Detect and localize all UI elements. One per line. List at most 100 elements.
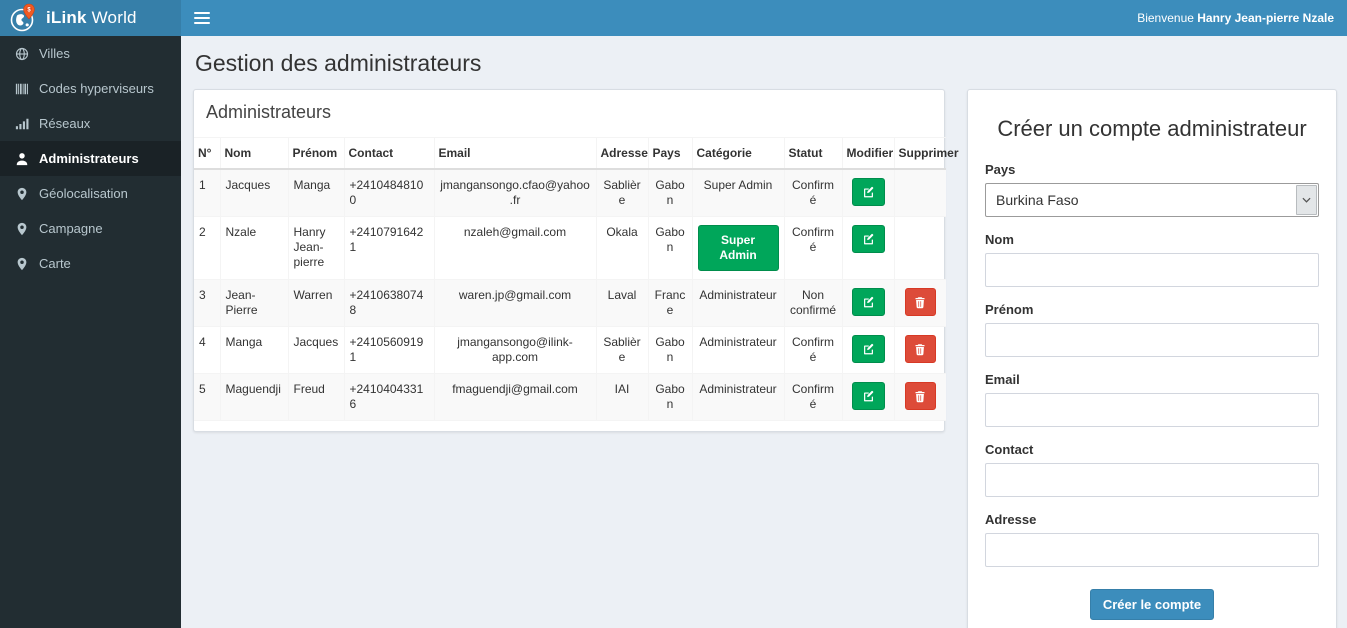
edit-button[interactable] (851, 225, 885, 253)
sidebar-item-label: Carte (39, 256, 71, 271)
sidebar-item-codes-hyperviseurs[interactable]: Codes hyperviseurs (0, 71, 181, 106)
cell-email: waren.jp@gmail.com (433, 279, 597, 327)
create-admin-panel: Créer un compte administrateur Pays Burk… (967, 89, 1337, 628)
cell-prenom: Warren (287, 279, 345, 327)
user-icon (16, 152, 28, 165)
table-row: 5 Maguendji Freud +24104043316 fmaguendj… (194, 373, 946, 421)
cell-prenom: Hanry Jean-pierre (287, 216, 345, 280)
sidebar-item-carte[interactable]: Carte (0, 246, 181, 281)
pencil-square-icon (863, 390, 874, 401)
logo-dollar-symbol: $ (27, 7, 31, 13)
cell-adresse: IAI (595, 373, 649, 421)
globe-icon (15, 47, 29, 60)
col-header-nom: Nom (219, 137, 289, 170)
cell-contact: +24104043316 (343, 373, 435, 421)
adresse-label: Adresse (985, 512, 1037, 527)
cell-statut: Confirmé (783, 373, 843, 421)
edit-button[interactable] (851, 178, 885, 206)
cell-adresse: Sablière (595, 326, 649, 374)
cell-statut: Confirmé (783, 168, 843, 217)
navbar-main: Bienvenue Hanry Jean-pierre Nzale (181, 0, 1347, 36)
cell-adresse: Okala (595, 216, 649, 280)
edit-button[interactable] (851, 382, 885, 410)
email-field[interactable] (985, 393, 1319, 427)
cell-email: jmangansongo.cfao@yahoo.fr (433, 168, 597, 217)
cell-supprimer-empty (893, 216, 946, 280)
col-header-adresse: Adresse (595, 137, 649, 170)
pencil-square-icon (863, 233, 874, 244)
prenom-label: Prénom (985, 302, 1034, 317)
contact-field[interactable] (985, 463, 1319, 497)
col-header-num: N° (194, 137, 221, 170)
table-row: 3 Jean-Pierre Warren +24106380748 waren.… (194, 279, 946, 327)
col-header-categorie: Catégorie (691, 137, 785, 170)
nom-label: Nom (985, 232, 1014, 247)
map-marker-icon (17, 187, 27, 200)
contact-label: Contact (985, 442, 1034, 457)
col-header-pays: Pays (647, 137, 693, 170)
cell-supprimer-empty (893, 168, 946, 217)
cell-num: 1 (194, 168, 221, 217)
sidebar-item-villes[interactable]: Villes (0, 36, 181, 71)
signal-icon (15, 118, 29, 129)
main-content: Gestion des administrateurs Administrate… (181, 36, 1347, 628)
sidebar-item-label: Administrateurs (39, 151, 139, 166)
pays-selected-value: Burkina Faso (996, 192, 1079, 208)
cell-num: 4 (194, 326, 221, 374)
menu-toggle-icon[interactable] (194, 12, 210, 24)
sidebar-item-geolocalisation[interactable]: Géolocalisation (0, 176, 181, 211)
cell-nom: Manga (219, 326, 289, 374)
sidebar-item-campagne[interactable]: Campagne (0, 211, 181, 246)
form-title: Créer un compte administrateur (997, 116, 1307, 141)
trash-icon (915, 296, 925, 308)
sidebar-item-administrateurs[interactable]: Administrateurs (0, 141, 181, 176)
panel-title: Administrateurs (206, 102, 332, 122)
cell-pays: Gabon (647, 216, 693, 280)
edit-button[interactable] (851, 335, 885, 363)
cell-pays: Gabon (647, 326, 693, 374)
cell-email: nzaleh@gmail.com (433, 216, 597, 280)
cell-email: fmaguendji@gmail.com (433, 373, 597, 421)
cell-num: 2 (194, 216, 221, 280)
pencil-square-icon (863, 186, 874, 197)
table-row: 2 Nzale Hanry Jean-pierre +24107916421 n… (194, 216, 946, 280)
adresse-field[interactable] (985, 533, 1319, 567)
delete-button[interactable] (904, 335, 936, 363)
sidebar-item-label: Codes hyperviseurs (39, 81, 154, 96)
cell-nom: Maguendji (219, 373, 289, 421)
top-navbar: $ iLink World Bienvenue Hanry Jean-pierr… (0, 0, 1347, 36)
pays-select[interactable]: Burkina Faso (985, 183, 1319, 217)
sidebar-nav: Villes Codes hyperviseurs Réseaux Admini… (0, 36, 181, 628)
brand-logo-area[interactable]: $ iLink World (0, 0, 181, 36)
table-row: 1 Jacques Manga +24104848100 jmangansong… (194, 168, 946, 217)
delete-button[interactable] (904, 288, 936, 316)
trash-icon (915, 390, 925, 402)
cell-categorie: Super Admin (691, 168, 785, 217)
cell-contact: +24106380748 (343, 279, 435, 327)
cell-email: jmangansongo@ilink-app.com (433, 326, 597, 374)
cell-statut: Non confirmé (783, 279, 843, 327)
prenom-field[interactable] (985, 323, 1319, 357)
cell-contact: +24107916421 (343, 216, 435, 280)
delete-button[interactable] (904, 382, 936, 410)
col-header-modifier: Modifier (841, 137, 895, 170)
nom-field[interactable] (985, 253, 1319, 287)
welcome-message: Bienvenue Hanry Jean-pierre Nzale (1137, 11, 1334, 25)
pencil-square-icon (863, 296, 874, 307)
sidebar-item-reseaux[interactable]: Réseaux (0, 106, 181, 141)
categorie-button[interactable]: Super Admin (697, 225, 779, 271)
edit-button[interactable] (851, 288, 885, 316)
sidebar-item-label: Réseaux (39, 116, 91, 131)
table-header-row: N° Nom Prénom Contact Email Adresse Pays… (194, 137, 959, 170)
cell-statut: Confirmé (783, 326, 843, 374)
map-marker-icon (17, 257, 27, 270)
create-account-button[interactable]: Créer le compte (1089, 589, 1215, 620)
cell-contact: +24104848100 (343, 168, 435, 217)
cell-num: 5 (194, 373, 221, 421)
cell-pays: France (647, 279, 693, 327)
cell-pays: Gabon (647, 373, 693, 421)
page-title: Gestion des administrateurs (195, 50, 482, 76)
cell-categorie: Administrateur (691, 326, 785, 374)
cell-prenom: Manga (287, 168, 345, 217)
col-header-prenom: Prénom (287, 137, 345, 170)
